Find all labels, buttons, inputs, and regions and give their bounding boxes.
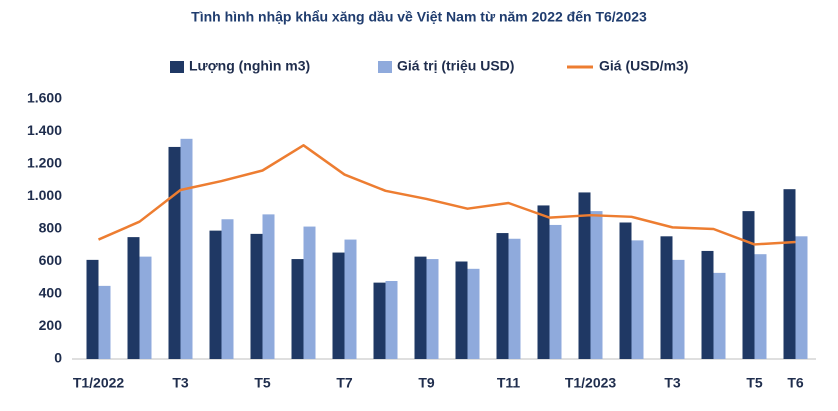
bar xyxy=(426,259,439,359)
bar xyxy=(467,268,480,359)
bar xyxy=(508,238,521,359)
bar xyxy=(590,211,603,359)
legend-label: Lượng (nghìn m3) xyxy=(189,58,310,74)
y-tick-label: 1.600 xyxy=(27,90,62,106)
bar xyxy=(660,236,673,359)
bar xyxy=(344,239,357,359)
y-tick-label: 1.200 xyxy=(27,155,62,171)
x-tick-label: T6 xyxy=(787,375,804,391)
bar xyxy=(742,211,755,359)
bar xyxy=(455,261,468,359)
y-tick-label: 600 xyxy=(39,252,63,268)
bar xyxy=(549,224,562,359)
y-tick-label: 0 xyxy=(54,350,62,366)
bar xyxy=(496,233,509,359)
bar xyxy=(139,256,152,359)
y-tick-label: 800 xyxy=(39,220,63,236)
x-tick-label: T3 xyxy=(172,375,189,391)
y-tick-label: 400 xyxy=(39,285,63,301)
bar xyxy=(795,236,808,359)
bar xyxy=(754,254,767,359)
bar xyxy=(180,138,193,359)
bar xyxy=(783,189,796,359)
legend-label: Giá trị (triệu USD) xyxy=(397,58,514,74)
y-tick-label: 200 xyxy=(39,317,63,333)
bar xyxy=(168,146,181,359)
bar xyxy=(385,281,398,359)
bar xyxy=(619,222,632,359)
x-tick-label: T3 xyxy=(664,375,681,391)
bar xyxy=(713,272,726,359)
x-tick-label: T9 xyxy=(418,375,435,391)
x-tick-label: T1/2022 xyxy=(73,375,125,391)
bar xyxy=(332,252,345,359)
x-tick-label: T5 xyxy=(254,375,271,391)
x-tick-label: T1/2023 xyxy=(565,375,617,391)
bar xyxy=(537,205,550,359)
bar xyxy=(414,256,427,359)
bar xyxy=(221,219,234,359)
line xyxy=(98,144,796,246)
y-tick-label: 1.400 xyxy=(27,122,62,138)
bar xyxy=(672,259,685,359)
bar xyxy=(209,230,222,359)
x-tick-label: T11 xyxy=(497,375,521,391)
bar xyxy=(701,250,714,359)
chart-title: Tình hình nhập khẩu xăng dầu về Việt Nam… xyxy=(191,9,647,25)
bar xyxy=(373,282,386,359)
legend-swatch xyxy=(378,61,392,73)
bar xyxy=(291,259,304,359)
bar xyxy=(86,259,99,359)
bar xyxy=(127,237,140,359)
x-tick-label: T5 xyxy=(746,375,763,391)
bar xyxy=(578,192,591,359)
bar xyxy=(250,233,263,359)
x-tick-label: T7 xyxy=(336,375,353,391)
legend-swatch xyxy=(170,61,184,73)
bar xyxy=(98,285,111,359)
bar xyxy=(303,226,316,359)
legend-label: Giá (USD/m3) xyxy=(599,58,688,74)
bar xyxy=(631,240,644,359)
bar xyxy=(262,214,275,359)
y-tick-label: 1.000 xyxy=(27,187,62,203)
